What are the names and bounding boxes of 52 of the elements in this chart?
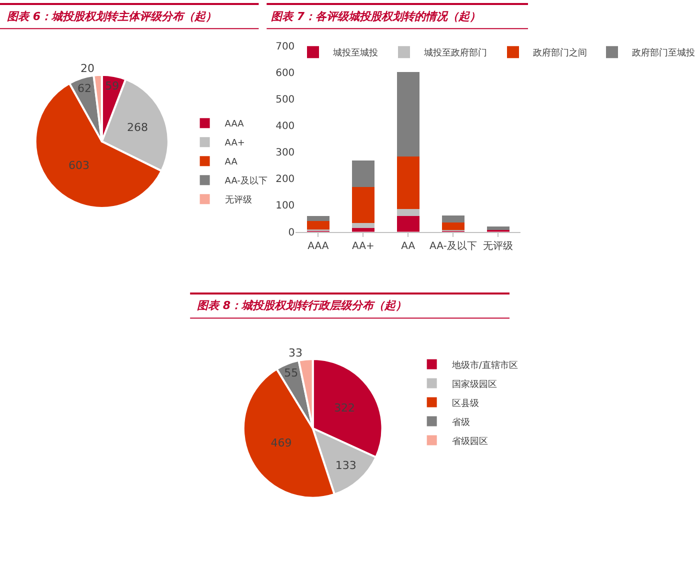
data-label: 59 [105,80,120,93]
data-label: 603 [68,159,90,172]
data-label: 133 [335,458,356,472]
data-label: 322 [334,402,356,415]
y-tick-label: 600 [276,68,295,80]
legend-label: 无评级 [224,194,252,206]
data-label: 268 [127,121,148,134]
bar [352,160,374,188]
y-tick-label: 300 [276,148,295,159]
legend-label: 区县级 [452,398,479,409]
data-label: 20 [80,62,95,76]
data-label: 469 [270,436,292,450]
bar [396,156,420,209]
legend-label: 政府部门之间 [533,48,587,59]
bar [352,223,374,228]
chart-title: 图表 7：各评级城投股权划转的情况（起） [271,10,480,23]
legend-label: 地级市/直辖市区 [450,360,518,371]
legend-label: AAA [224,120,245,130]
y-tick-label: 100 [276,200,295,212]
chart-title: 图表 6：城投股权划转主体评级分布（起） [7,10,216,23]
bar [486,226,510,230]
bar [442,222,464,230]
chart-title: 图表 8：城投股权划转行政层级分布（起） [197,299,406,312]
legend-label: 省级园区 [452,436,488,447]
y-tick-label: 500 [276,94,295,106]
legend-label: 国家级园区 [452,378,497,390]
bar [396,72,420,157]
legend-label: 城投至政府部门 [423,48,487,59]
legend-label: AA-及以下 [224,176,268,187]
x-tick-label: AA [401,240,416,252]
legend-label: 省级 [452,416,470,428]
data-label: 33 [288,346,302,360]
legend-label: 城投至城投 [332,48,378,59]
bar [396,208,420,216]
y-tick-label: 200 [276,174,295,186]
legend-label: AA [224,158,238,168]
x-tick-label: AA-及以下 [429,240,477,252]
x-tick-label: AAA [308,240,329,252]
legend-label: AA+ [224,138,245,149]
y-tick-label: 700 [276,42,295,53]
bar [396,216,420,232]
data-label: 62 [78,82,92,95]
bar [442,215,464,222]
bar [306,216,330,221]
x-tick-label: 无评级 [483,240,514,252]
data-label: 55 [284,366,298,380]
legend-label: 政府部门至城投 [632,48,695,59]
x-tick-label: AA+ [352,240,374,252]
y-tick-label: 0 [288,227,295,238]
bar [352,187,374,224]
bar [306,220,330,230]
y-tick-label: 400 [276,121,295,132]
